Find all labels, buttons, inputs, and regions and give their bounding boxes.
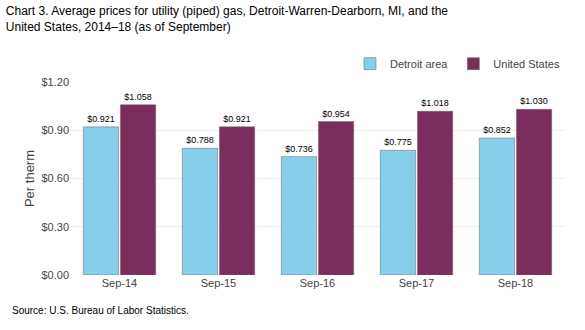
svg-text:Sep-16: Sep-16 [300, 277, 335, 289]
svg-text:$0.788: $0.788 [186, 135, 214, 145]
svg-text:$1.20: $1.20 [41, 76, 69, 88]
svg-text:Sep-15: Sep-15 [201, 277, 236, 289]
svg-text:$0.60: $0.60 [41, 172, 69, 184]
svg-text:$1.058: $1.058 [124, 92, 152, 102]
svg-text:$0.852: $0.852 [483, 125, 511, 135]
svg-text:Sep-14: Sep-14 [102, 277, 137, 289]
svg-text:$0.30: $0.30 [41, 221, 69, 233]
svg-text:$0.90: $0.90 [41, 124, 69, 136]
svg-text:Sep-18: Sep-18 [498, 277, 533, 289]
svg-text:Per therm: Per therm [22, 150, 37, 207]
svg-text:$1.018: $1.018 [421, 98, 449, 108]
svg-text:Sep-17: Sep-17 [399, 277, 434, 289]
svg-text:Chart 3. Average prices for ut: Chart 3. Average prices for utility (pip… [6, 4, 449, 34]
svg-text:$1.030: $1.030 [520, 96, 548, 106]
svg-text:Detroit area: Detroit area [390, 58, 448, 70]
svg-text:$0.775: $0.775 [384, 137, 412, 147]
svg-text:$0.00: $0.00 [41, 269, 69, 281]
svg-text:$0.921: $0.921 [223, 114, 251, 124]
svg-text:$0.921: $0.921 [87, 114, 115, 124]
svg-text:$0.736: $0.736 [285, 144, 313, 154]
svg-text:United States: United States [493, 58, 560, 70]
svg-text:Source: U.S. Bureau of Labor S: Source: U.S. Bureau of Labor Statistics. [12, 305, 189, 316]
svg-text:$0.954: $0.954 [322, 109, 350, 119]
